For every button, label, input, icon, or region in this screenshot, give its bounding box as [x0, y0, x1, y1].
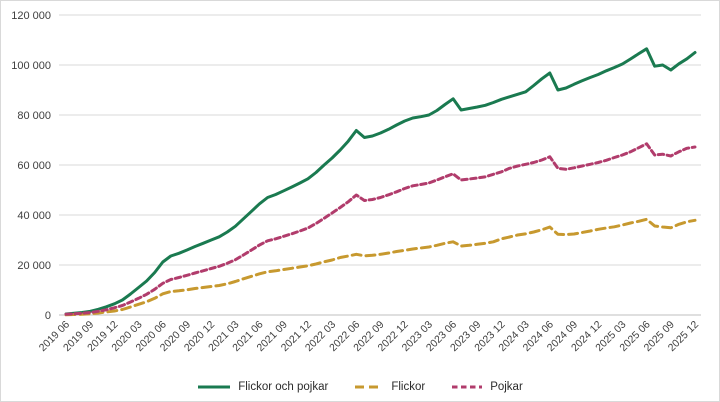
chart-legend: Flickor och pojkar Flickor Pojkar: [1, 381, 719, 393]
legend-line-dashed-short-icon: [452, 385, 483, 389]
y-axis-label: 40 000: [17, 210, 51, 222]
series-line-flickor-och-pojkar: [64, 47, 697, 316]
y-axis-label: 120 000: [11, 10, 51, 22]
y-axis-label: 80 000: [17, 110, 51, 122]
y-axis-label: 100 000: [11, 60, 51, 72]
legend-item-pojkar: Pojkar: [451, 381, 523, 393]
series-line-pojkar: [64, 142, 697, 316]
legend-label: Flickor och pojkar: [238, 381, 329, 393]
y-axis-label: 0: [45, 310, 51, 322]
legend-line-solid-icon: [198, 385, 231, 389]
y-axis-label: 20 000: [17, 260, 51, 272]
legend-item-flickor: Flickor: [354, 381, 425, 393]
y-axis-label: 60 000: [17, 160, 51, 172]
series-line-flickor: [64, 217, 697, 317]
legend-item-flickor-och-pojkar: Flickor och pojkar: [197, 381, 328, 393]
legend-label: Flickor: [391, 381, 426, 393]
legend-line-dashed-icon: [355, 385, 384, 389]
legend-label: Pojkar: [490, 381, 523, 393]
